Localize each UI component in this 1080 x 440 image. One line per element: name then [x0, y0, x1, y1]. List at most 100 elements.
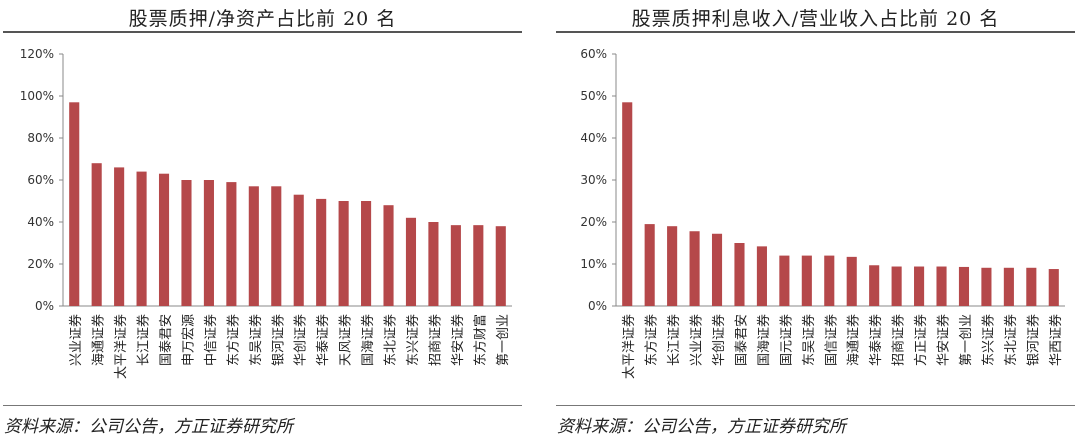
y-tick-label: 30% [580, 173, 607, 187]
chart-panel-right: 股票质押利息收入/营业收入占比前 20 名 0% 10% 20% 30% 40% 50% 6… [553, 0, 1078, 440]
bar [114, 167, 125, 306]
bar [316, 198, 327, 306]
x-tick-label: 东方证券 [644, 314, 660, 366]
bar [756, 246, 767, 306]
bar [69, 102, 80, 306]
x-tick-label: 太平洋证券 [113, 314, 129, 379]
bar [981, 267, 992, 306]
x-tick-label: 第一创业 [959, 314, 974, 366]
x-tick-label: 中信证券 [203, 314, 219, 366]
bar [473, 225, 484, 306]
x-tick-label: 国海证券 [756, 314, 772, 366]
bar [801, 255, 812, 306]
x-tick-label: 兴业证券 [689, 314, 705, 366]
bar-chart-right: 0% 10% 20% 30% 40% 50% 60% 太平洋证券 东方证券 长江证券 兴业证券 华创证… [580, 47, 1065, 379]
x-tick-label: 海通证券 [91, 314, 107, 366]
y-tick-label: 60% [27, 173, 54, 187]
x-tick-label: 华安证券 [936, 314, 952, 366]
x-tick-label: 华安证券 [450, 314, 466, 366]
bar [248, 186, 259, 306]
x-tick-label: 东兴证券 [980, 314, 996, 366]
bar [383, 205, 394, 306]
y-tick-label: 0% [588, 299, 607, 313]
bar [405, 217, 417, 306]
chart-panel-left: 股票质押/净资产占比前 20 名 0% 20% 40% 60% 80% 100% 120% 兴… [0, 0, 525, 440]
bar [622, 102, 633, 306]
y-tick-label: 10% [580, 257, 607, 271]
x-tick-label: 太平洋证券 [621, 314, 637, 379]
x-tick-label: 东吴证券 [801, 314, 817, 366]
x-tick-label: 华泰证券 [315, 314, 331, 366]
bar [1003, 267, 1014, 306]
y-tick-label: 80% [27, 131, 54, 145]
x-tick-label: 招商证券 [891, 314, 907, 366]
bar-chart-left: 0%20%40%60%80%100%120%兴业证券 海通证券 太平洋证券 长江证券国… [20, 47, 512, 379]
x-tick-label: 第一创业 [496, 314, 511, 366]
bar [914, 266, 925, 306]
bar [1026, 267, 1037, 306]
bar [846, 256, 857, 306]
bar [428, 222, 439, 306]
bar [667, 226, 678, 306]
x-tick-label: 华创证券 [293, 314, 309, 366]
bar [91, 163, 102, 306]
x-tick-label: 东北证券 [383, 314, 399, 366]
bar [958, 266, 970, 306]
title-underline [3, 31, 522, 33]
x-tick-label: 长江证券 [666, 314, 682, 366]
bar [891, 266, 902, 306]
bar [936, 266, 947, 306]
x-tick-label: 申万宏源 [181, 314, 196, 366]
y-tick-label: 40% [580, 131, 607, 145]
bar [644, 224, 655, 306]
x-tick-label: 兴业证券 [68, 314, 84, 366]
x-tick-label: 长江证券 [136, 314, 152, 366]
x-tick-label: 华泰证券 [868, 314, 884, 366]
x-tick-label: 华西证券 [1048, 314, 1064, 366]
bar [824, 255, 835, 306]
y-tick-label: 60% [580, 47, 607, 61]
y-tick-label: 0% [35, 299, 54, 313]
y-tick-label: 120% [20, 47, 54, 61]
y-tick-label: 40% [27, 215, 54, 229]
x-tick-label: 海通证券 [846, 314, 862, 366]
y-tick-label: 100% [20, 89, 54, 103]
bar [711, 233, 723, 306]
x-tick-label: 天风证券 [338, 314, 354, 366]
footer-divider [556, 405, 1075, 406]
x-tick-label: 东北证券 [1003, 314, 1019, 366]
y-tick-label: 50% [580, 89, 607, 103]
x-tick-label: 银河证券 [270, 314, 286, 366]
x-tick-label: 华创证券 [711, 314, 727, 366]
chart-title: 股票质押/净资产占比前 20 名 [128, 8, 397, 30]
bar [1048, 269, 1059, 306]
x-tick-label: 东方财富 [472, 314, 488, 366]
x-tick-label: 国信证券 [823, 314, 839, 366]
bar [495, 226, 506, 306]
bar [450, 225, 461, 306]
bar [361, 201, 372, 306]
bar [293, 194, 304, 306]
y-tick-label: 20% [27, 257, 54, 271]
x-tick-label: 银河证券 [1025, 314, 1041, 366]
title-underline [556, 31, 1075, 33]
x-tick-label: 东兴证券 [405, 314, 421, 366]
bar [136, 171, 147, 306]
bar [203, 180, 214, 306]
bar [338, 201, 349, 306]
bar [181, 180, 192, 306]
source-note: 资料来源：公司公告，方正证券研究所 [4, 417, 293, 437]
bar [689, 231, 700, 306]
bar [226, 182, 237, 306]
x-tick-label: 国海证券 [360, 314, 376, 366]
y-tick-label: 20% [580, 215, 607, 229]
bar [779, 255, 790, 306]
x-tick-label: 方正证券 [913, 314, 929, 366]
source-note: 资料来源：公司公告，方正证券研究所 [557, 417, 846, 437]
footer-divider [3, 405, 522, 406]
x-tick-label: 国泰君安 [159, 314, 174, 366]
chart-title: 股票质押利息收入/营业收入占比前 20 名 [631, 8, 1000, 30]
bar [734, 243, 745, 306]
x-tick-label: 招商证券 [427, 314, 443, 366]
x-tick-label: 国泰君安 [734, 314, 749, 366]
